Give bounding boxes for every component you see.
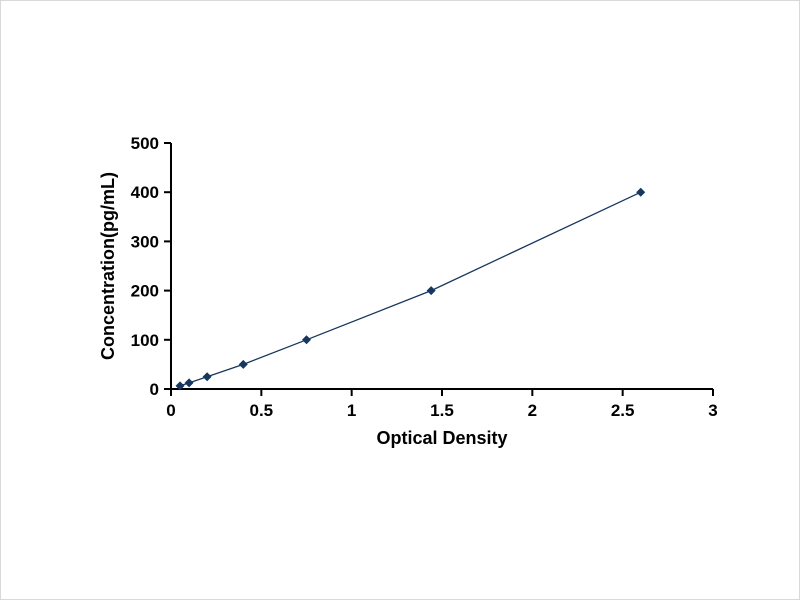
axes — [170, 143, 713, 390]
y-axis-title: Concentration(pg/mL) — [98, 172, 118, 360]
x-tick-label: 3 — [708, 401, 717, 420]
y-tick-label: 500 — [131, 134, 159, 153]
y-tick-label: 200 — [131, 282, 159, 301]
y-tick-label: 100 — [131, 331, 159, 350]
data-point-marker — [636, 187, 646, 197]
y-tick-label: 0 — [150, 380, 159, 399]
data-point-marker — [175, 381, 185, 391]
data-series — [175, 187, 646, 391]
data-point-marker — [202, 372, 212, 382]
x-axis-title: Optical Density — [376, 428, 507, 448]
data-point-marker — [184, 378, 194, 388]
x-tick-label: 0 — [166, 401, 175, 420]
y-tick-label: 400 — [131, 183, 159, 202]
y-tick-label: 300 — [131, 232, 159, 251]
data-point-marker — [302, 335, 311, 345]
x-tick-label: 2.5 — [611, 401, 635, 420]
axis-ticks: 0 0.5 1 1.5 2 2.5 3 0 100 200 300 400 500 — [131, 134, 718, 420]
data-point-marker — [426, 286, 436, 296]
x-tick-label: 2 — [528, 401, 537, 420]
x-tick-label: 0.5 — [250, 401, 274, 420]
data-point-marker — [238, 359, 248, 369]
series-line — [179, 191, 641, 387]
x-tick-label: 1.5 — [430, 401, 454, 420]
x-tick-label: 1 — [347, 401, 356, 420]
